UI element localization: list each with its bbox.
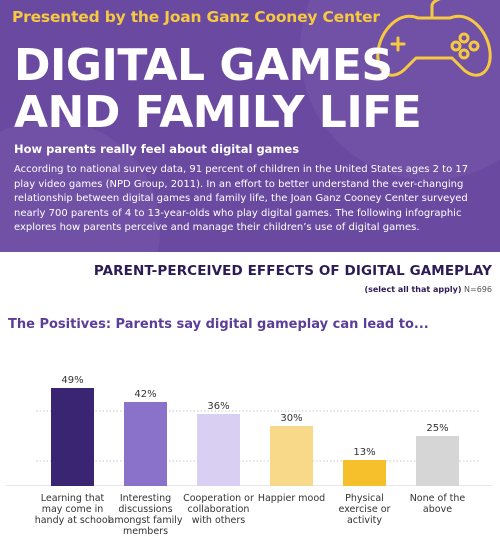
bar	[197, 414, 240, 486]
select-note: (select all that apply)	[364, 285, 462, 294]
bar-value-label: 25%	[426, 423, 448, 434]
bar	[124, 402, 167, 486]
category-label: Cooperation or collaboration with others	[183, 493, 254, 526]
bar-chart: 49% 42% 36% 30% 13% 25%	[6, 375, 492, 486]
bar-value-label: 30%	[280, 413, 302, 424]
bar-value-label: 49%	[61, 375, 83, 386]
bar-value-label: 36%	[207, 401, 229, 412]
category-label: None of the above	[409, 493, 466, 515]
chart-note: (select all that apply) N=696	[0, 285, 492, 294]
gamepad-icon	[376, 0, 492, 77]
page-subtitle: How parents really feel about digital ga…	[14, 142, 300, 156]
header-banner: Presented by the Joan Ganz Cooney Center…	[0, 0, 500, 252]
title-line-1: DIGITAL GAMES	[14, 40, 393, 91]
page-title: DIGITAL GAMES AND FAMILY LIFE	[14, 42, 494, 136]
bar	[270, 426, 313, 486]
bar-value-label: 42%	[134, 389, 156, 400]
chart-title: PARENT-PERCEIVED EFFECTS OF DIGITAL GAME…	[93, 263, 492, 279]
title-line-2: AND FAMILY LIFE	[14, 87, 422, 138]
bar-value-label: 13%	[353, 447, 375, 458]
intro-paragraph: According to national survey data, 91 pe…	[14, 164, 469, 233]
bar	[416, 436, 459, 486]
category-label: Interesting discussions amongst family m…	[108, 493, 183, 537]
bar	[51, 388, 94, 486]
category-label: Learning that may come in handy at schoo…	[34, 493, 111, 526]
presented-by: Presented by the Joan Ganz Cooney Center	[12, 8, 380, 26]
section-title: The Positives: Parents say digital gamep…	[8, 317, 429, 332]
category-label: Physical exercise or activity	[338, 493, 391, 526]
sample-size: N=696	[464, 285, 492, 294]
bar	[343, 460, 386, 486]
category-label: Happier mood	[257, 493, 326, 504]
